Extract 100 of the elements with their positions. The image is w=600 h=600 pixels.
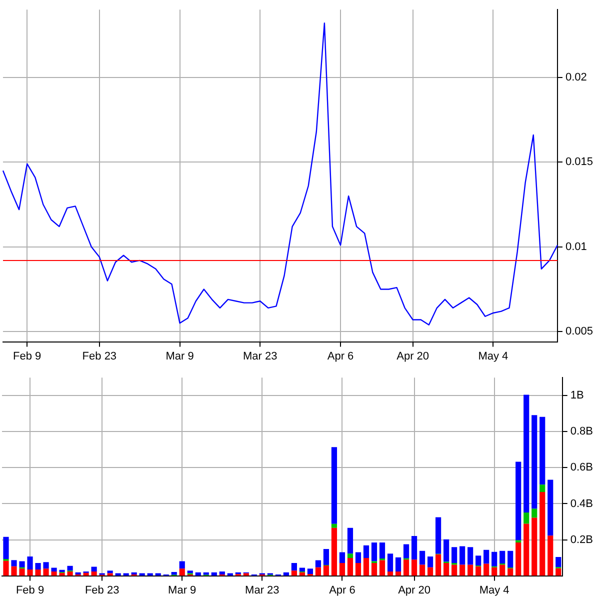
bar: [67, 566, 73, 571]
bar: [363, 545, 370, 558]
x-tick-label: Apr 6: [327, 350, 354, 362]
bar: [468, 547, 474, 565]
bar: [43, 562, 49, 569]
y-tick-label: 0.015: [565, 156, 594, 168]
bar: [307, 568, 314, 574]
bar: [11, 566, 17, 576]
bar: [484, 564, 490, 576]
bar: [19, 561, 25, 568]
bar: [516, 462, 522, 540]
x-tick-label: Feb 9: [13, 350, 42, 362]
bar: [355, 552, 362, 564]
bar: [75, 572, 81, 575]
bar: [91, 566, 97, 572]
bar: [427, 567, 434, 576]
bar: [291, 570, 297, 576]
bar: [203, 572, 209, 575]
bar: [323, 566, 330, 576]
bar: [51, 571, 57, 576]
bar: [427, 556, 434, 568]
bar: [59, 572, 65, 576]
bar: [331, 524, 338, 528]
bar: [524, 394, 530, 513]
bar: [532, 415, 538, 509]
bar: [371, 563, 378, 576]
y-tick-label: 0.005: [565, 326, 594, 338]
bar: [500, 564, 506, 576]
bar: [556, 568, 562, 576]
bar: [508, 568, 514, 576]
bar: [131, 572, 137, 575]
bar: [524, 512, 530, 524]
bar: [443, 563, 450, 576]
bar: [419, 564, 426, 576]
bar: [27, 569, 33, 576]
bar: [516, 542, 522, 576]
bar: [508, 550, 514, 568]
bar: [419, 550, 426, 565]
bar: [43, 568, 49, 576]
bar: [476, 566, 482, 576]
bar: [291, 563, 297, 571]
x-tick-label: Feb 23: [82, 350, 117, 362]
bar: [363, 558, 370, 576]
bar: [355, 563, 362, 576]
bar: [331, 447, 338, 524]
bar: [347, 528, 354, 554]
bar: [171, 572, 177, 575]
bar: [315, 560, 322, 568]
bar: [403, 544, 410, 558]
x-tick-label: Apr 20: [398, 584, 430, 596]
bar: [347, 554, 354, 558]
bar: [443, 539, 450, 562]
bar: [403, 560, 410, 576]
x-tick-label: Mar 23: [243, 350, 278, 362]
bar: [460, 546, 466, 565]
bar: [484, 550, 490, 564]
x-tick-label: Apr 6: [329, 584, 356, 596]
bar: [179, 568, 185, 576]
bar: [51, 568, 57, 572]
bar: [315, 567, 322, 576]
bar: [3, 536, 9, 560]
x-tick-label: Mar 9: [166, 350, 194, 362]
bar: [187, 570, 193, 574]
bar: [59, 570, 65, 572]
bar: [347, 558, 354, 576]
bar: [452, 547, 458, 564]
bar: [532, 508, 538, 518]
bar: [379, 560, 386, 576]
x-tick-label: Apr 20: [396, 350, 430, 362]
bar: [492, 552, 498, 566]
x-tick-label: Feb 23: [84, 584, 120, 596]
bar: [395, 557, 402, 572]
bar: [323, 548, 330, 565]
bar: [395, 571, 402, 576]
bar: [35, 563, 41, 570]
bar: [67, 571, 73, 576]
x-tick-label: May 4: [479, 584, 510, 596]
bar: [532, 518, 538, 576]
bar: [460, 564, 466, 576]
y-tick-label: 0.6B: [570, 462, 594, 474]
bar: [35, 569, 41, 576]
bar: [476, 556, 482, 566]
bar: [11, 560, 17, 566]
bar: [548, 536, 554, 576]
bar: [524, 524, 530, 576]
bar: [387, 571, 394, 576]
bar: [556, 557, 562, 568]
bar: [219, 571, 225, 575]
bar: [492, 567, 498, 576]
bar: [371, 542, 378, 562]
bar: [548, 480, 554, 536]
bar: [19, 568, 25, 576]
bar: [339, 563, 346, 576]
y-tick-label: 0.01: [565, 240, 587, 253]
bar: [540, 484, 546, 492]
bar: [379, 542, 386, 559]
x-tick-label: Mar 23: [245, 584, 280, 596]
y-tick-label: 0.02: [565, 71, 587, 84]
bar: [3, 560, 9, 576]
bar: [468, 564, 474, 576]
